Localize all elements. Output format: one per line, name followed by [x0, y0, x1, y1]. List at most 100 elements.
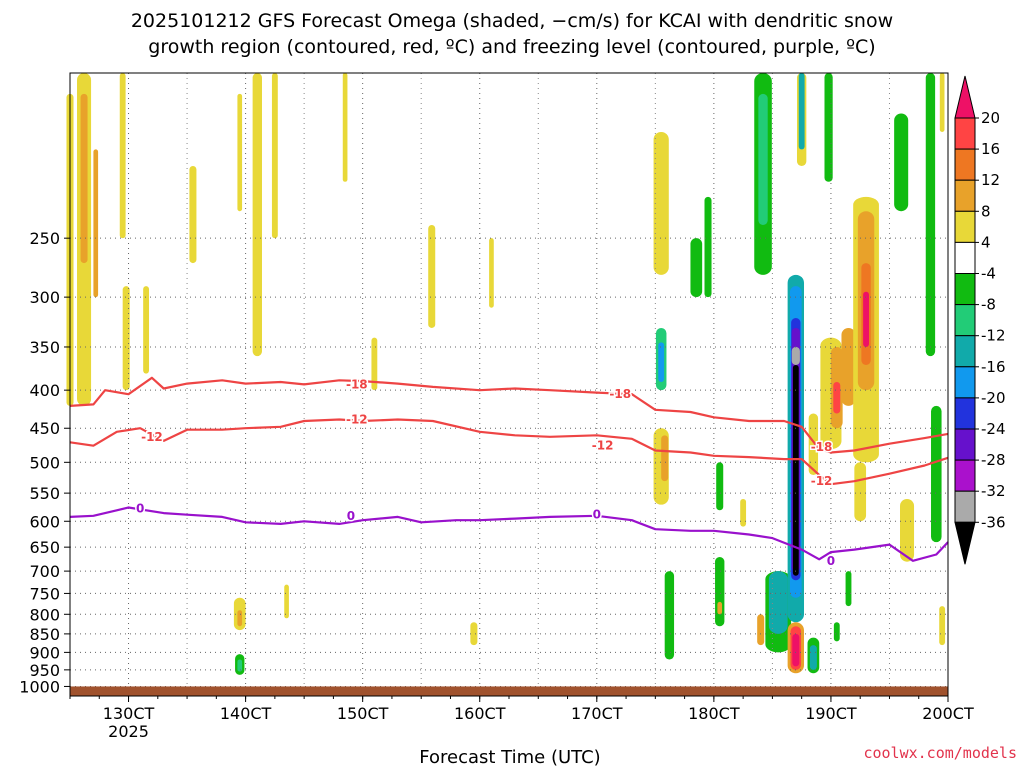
colorbar-bottom-arrow [954, 521, 976, 565]
x-axis-year-label: 2025 [108, 722, 149, 741]
contour-label-7: 0 [136, 502, 144, 516]
colorbar-segment-1 [954, 117, 976, 150]
shaded-region-4 [119, 73, 126, 239]
colorbar-segment-9 [954, 366, 976, 399]
shaded-region-6 [143, 286, 150, 374]
colorbar-segment-11 [954, 428, 976, 461]
contour-line-minus12 [69, 418, 949, 486]
credit-text[interactable]: coolwx.com/models [863, 744, 1017, 762]
shaded-region-16 [237, 610, 243, 627]
y-tick-label-11: 800 [29, 605, 60, 624]
shaded-region-28 [704, 196, 712, 298]
shaded-region-37 [757, 614, 765, 646]
terrain-fill [70, 686, 948, 696]
y-axis: 2503003504004505005506006507007508008509… [19, 229, 70, 696]
shaded-region-52 [824, 73, 833, 182]
shaded-region-1 [80, 93, 88, 264]
y-tick-label-1: 300 [29, 288, 60, 307]
colorbar-segment-2 [954, 148, 976, 181]
shaded-region-55 [833, 381, 841, 414]
shaded-region-21 [653, 131, 669, 275]
shaded-region-65 [900, 498, 915, 562]
shaded-region-18 [470, 622, 478, 646]
colorbar-label-12: -32 [981, 482, 1006, 500]
contour-label-6: -12 [811, 474, 833, 488]
shaded-region-7 [189, 166, 197, 264]
shaded-region-14 [489, 238, 494, 308]
shaded-region-25 [658, 342, 665, 382]
shaded-region-66 [925, 73, 936, 357]
shaded-region-29 [716, 462, 724, 511]
colorbar-segment-5 [954, 241, 976, 274]
plot-background [70, 73, 948, 696]
shaded-region-31 [717, 601, 723, 615]
x-tick-label-5: 180CT [688, 704, 740, 723]
contour-label-5: -12 [592, 439, 614, 453]
x-axis: 130CT 140CT 150CT 160CT 170CT 180CT 190CT 200CT [69, 696, 974, 723]
y-tick-label-14: 950 [29, 661, 60, 680]
colorbar-segment-10 [954, 397, 976, 430]
shaded-region-68 [939, 73, 945, 132]
colorbar-segment-6 [954, 273, 976, 306]
shaded-region-10 [237, 93, 243, 212]
colorbar-label-6: -8 [981, 296, 996, 314]
colorbar-label-5: -4 [981, 265, 996, 283]
x-tick-label-1: 140CT [220, 704, 272, 723]
colorbar: 20 16 12 8 4 -4 -8 -12 -16 -20 -24 -28 -32 -36 [954, 75, 1006, 565]
colorbar-segment-7 [954, 304, 976, 337]
y-tick-label-10: 750 [29, 584, 60, 603]
colorbar-segment-13 [954, 490, 976, 523]
shaded-region-20 [237, 659, 243, 672]
x-axis-title: Forecast Time (UTC) [419, 747, 600, 768]
y-tick-label-4: 450 [29, 419, 60, 438]
colorbar-label-7: -12 [981, 327, 1006, 345]
shaded-region-46 [792, 633, 800, 667]
colorbar-label-2: 12 [981, 171, 1000, 189]
colorbar-segment-12 [954, 459, 976, 492]
contour-label-8: 0 [347, 509, 355, 523]
shaded-region-32 [740, 498, 747, 527]
shaded-region-51 [808, 413, 819, 475]
shaded-region-26 [664, 571, 675, 660]
terrain-band [70, 686, 948, 696]
y-tick-label-6: 550 [29, 484, 60, 503]
shaded-region-69 [939, 606, 946, 646]
shaded-region-62 [854, 462, 867, 522]
shaded-region-13 [371, 337, 378, 391]
y-tick-label-13: 900 [29, 643, 60, 662]
colorbar-label-4: 4 [981, 233, 991, 251]
shaded-region-57 [841, 327, 856, 406]
shaded-region-50 [798, 73, 805, 150]
shaded-region-36 [768, 571, 788, 634]
shaded-region-43 [792, 364, 799, 576]
shaded-region-11 [342, 73, 348, 182]
contour-label-10: 0 [827, 554, 835, 568]
y-tick-label-5: 500 [29, 453, 60, 472]
shaded-region-12 [428, 224, 436, 328]
colorbar-label-0: 20 [981, 109, 1000, 127]
contour-label-2: -18 [811, 440, 833, 454]
y-tick-label-15: 1000 [19, 677, 60, 696]
colorbar-segment-4 [954, 210, 976, 243]
x-tick-label-0: 130CT [103, 704, 155, 723]
shaded-region-34 [758, 93, 768, 225]
shaded-region-27 [690, 238, 703, 298]
colorbar-label-1: 16 [981, 140, 1000, 158]
y-tick-label-2: 350 [29, 338, 60, 357]
shaded-region-23 [661, 435, 669, 482]
shaded-region-5 [122, 286, 130, 391]
plot-area: -18 -18 -18 -12 -12 -12 -12 0 0 0 0 [66, 72, 949, 697]
x-tick-label-7: 200CT [922, 704, 974, 723]
colorbar-segment-8 [954, 335, 976, 368]
x-tick-label-3: 160CT [454, 704, 506, 723]
shaded-region-8 [252, 73, 262, 357]
chart-title-line2: growth region (contoured, red, ºC) and f… [148, 36, 875, 58]
shaded-region-63 [845, 571, 852, 607]
shaded-region-67 [931, 405, 942, 543]
colorbar-label-8: -16 [981, 358, 1006, 376]
colorbar-label-10: -24 [981, 420, 1006, 438]
shaded-region-30 [715, 556, 725, 627]
contour-label-1: -18 [609, 387, 631, 401]
shaded-region-56 [833, 622, 840, 642]
